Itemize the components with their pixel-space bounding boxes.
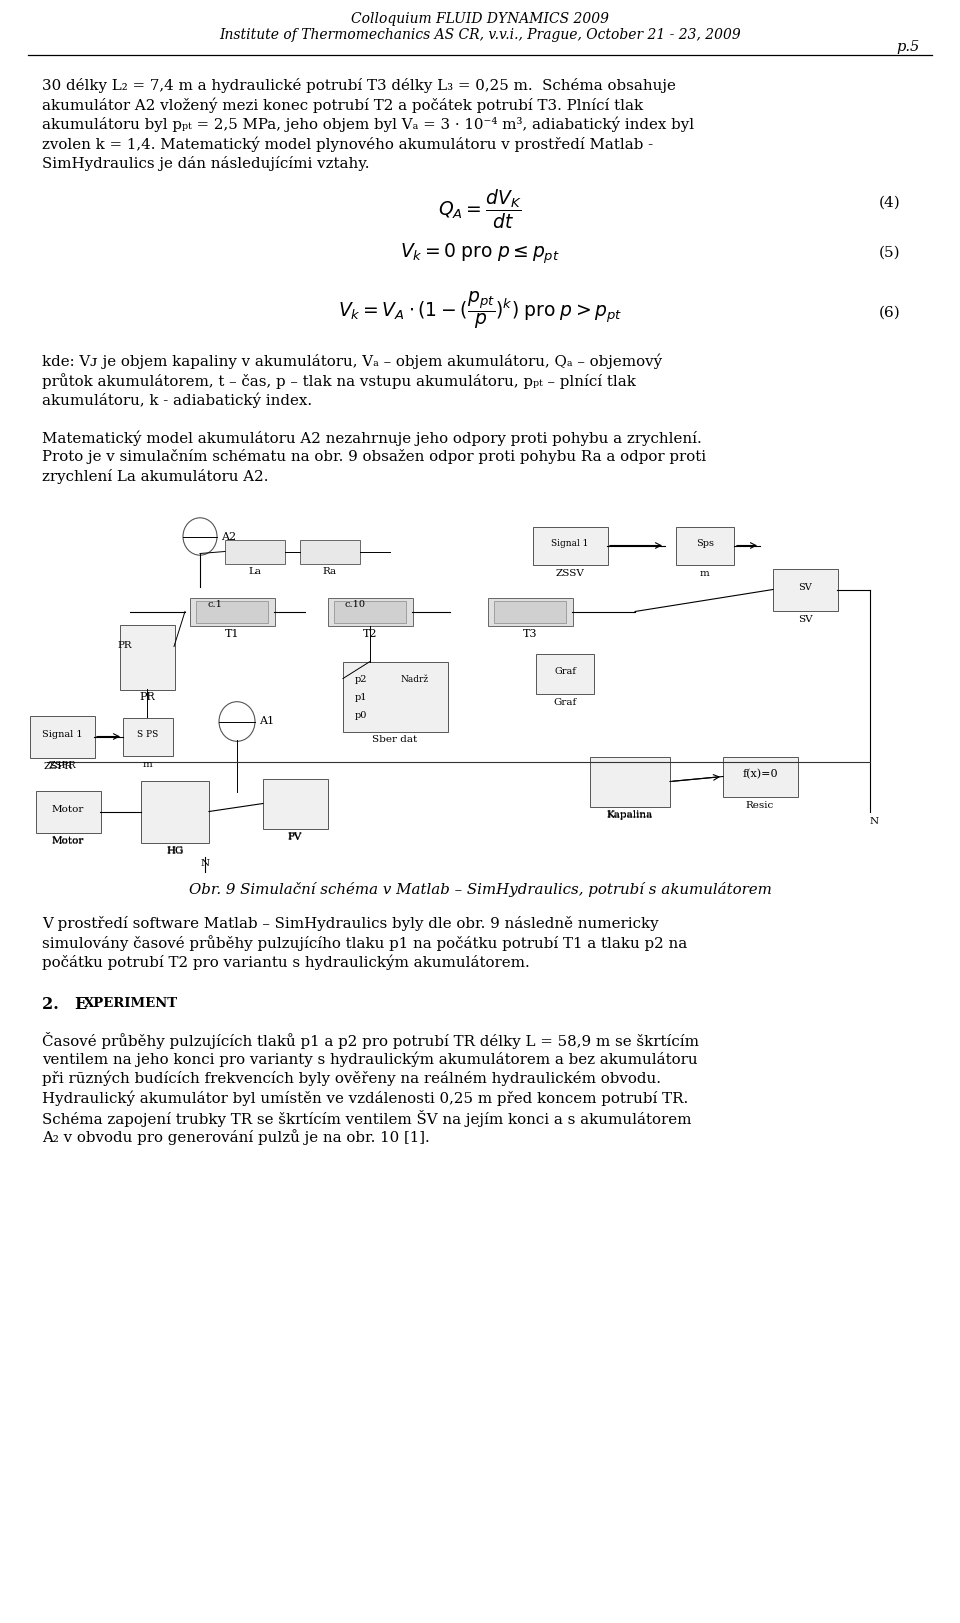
Bar: [123, 717, 173, 756]
Text: Kapalina: Kapalina: [607, 812, 653, 820]
Text: počátku potrubí T2 pro variantu s hydraulickým akumulátorem.: počátku potrubí T2 pro variantu s hydrau…: [42, 954, 530, 971]
Bar: [36, 790, 101, 833]
Text: Matematický model akumulátoru A2 nezahrnuje jeho odpory proti pohybu a zrychlení: Matematický model akumulátoru A2 nezahrn…: [42, 430, 702, 445]
Text: Hydraulický akumulátor byl umístěn ve vzdálenosti 0,25 m před koncem potrubí TR.: Hydraulický akumulátor byl umístěn ve vz…: [42, 1089, 688, 1105]
Bar: [300, 540, 360, 565]
Text: XPERIMENT: XPERIMENT: [84, 997, 179, 1010]
Text: PR: PR: [139, 691, 155, 703]
Text: (4): (4): [878, 195, 900, 209]
Text: 30 délky L₂ = 7,4 m a hydraulické potrubí T3 délky L₃ = 0,25 m.  Schéma obsahuje: 30 délky L₂ = 7,4 m a hydraulické potrub…: [42, 78, 676, 93]
Text: Sber dat: Sber dat: [372, 735, 418, 743]
Text: S PS: S PS: [137, 730, 158, 738]
Text: zvolen k = 1,4. Matematický model plynového akumulátoru v prostředí Matlab -: zvolen k = 1,4. Matematický model plynov…: [42, 136, 653, 153]
Bar: [533, 527, 608, 565]
Text: SV: SV: [798, 583, 812, 592]
Text: (6): (6): [878, 305, 900, 320]
Text: Nadrž: Nadrž: [400, 675, 428, 683]
Text: $V_k = 0 \; \mathrm{pro} \; p \leq p_{pt}$: $V_k = 0 \; \mathrm{pro} \; p \leq p_{pt…: [400, 242, 560, 266]
Text: ZSPR: ZSPR: [48, 761, 76, 769]
Text: $V_k = V_A \cdot (1 - (\dfrac{p_{pt}}{p})^k) \; \mathrm{pro} \; p > p_{pt}$: $V_k = V_A \cdot (1 - (\dfrac{p_{pt}}{p}…: [338, 289, 622, 331]
Text: Graf: Graf: [554, 667, 576, 675]
Text: ZSSV: ZSSV: [556, 570, 585, 578]
Text: A₂ v obvodu pro generování pulzů je na obr. 10 [1].: A₂ v obvodu pro generování pulzů je na o…: [42, 1130, 430, 1144]
Text: Ra: Ra: [323, 566, 337, 576]
Text: Motor: Motor: [52, 805, 84, 813]
Text: p1: p1: [355, 693, 368, 701]
Text: PR: PR: [117, 641, 132, 649]
Bar: [225, 540, 285, 565]
Text: Motor: Motor: [52, 837, 84, 846]
Text: Signal 1: Signal 1: [41, 730, 83, 738]
Text: N: N: [201, 859, 209, 868]
Text: Graf: Graf: [553, 698, 577, 708]
Text: akumulátor A2 vložený mezi konec potrubí T2 a počátek potrubí T3. Plnící tlak: akumulátor A2 vložený mezi konec potrubí…: [42, 97, 643, 114]
Text: Sps: Sps: [696, 539, 714, 547]
Bar: [190, 599, 275, 626]
Text: akumulátoru, k - adiabatický index.: akumulátoru, k - adiabatický index.: [42, 393, 312, 407]
Text: c.10: c.10: [345, 601, 366, 609]
Bar: [141, 781, 209, 842]
Bar: [334, 601, 406, 623]
Text: Obr. 9 Simulační schéma v Matlab – SimHydraulics, potrubí s akumulátorem: Obr. 9 Simulační schéma v Matlab – SimHy…: [188, 881, 772, 898]
Text: SV: SV: [798, 615, 812, 625]
Text: c.1: c.1: [207, 601, 223, 609]
Text: při rūzných budících frekvencích byly ověřeny na reálném hydraulickém obvodu.: při rūzných budících frekvencích byly ov…: [42, 1070, 661, 1086]
Text: V prostředí software Matlab – SimHydraulics byly dle obr. 9 následně numericky: V prostředí software Matlab – SimHydraul…: [42, 915, 659, 930]
Text: m: m: [143, 760, 153, 769]
Text: f(x)=0: f(x)=0: [742, 769, 778, 779]
Bar: [723, 756, 798, 797]
Text: 2.: 2.: [42, 997, 64, 1013]
Bar: [196, 601, 268, 623]
Text: zrychlení La akumulátoru A2.: zrychlení La akumulátoru A2.: [42, 469, 269, 484]
Text: A2: A2: [221, 531, 236, 540]
Text: m: m: [700, 570, 709, 578]
Text: kde: Vᴊ je objem kapaliny v akumulátoru, Vₐ – objem akumulátoru, Qₐ – objemový: kde: Vᴊ je objem kapaliny v akumulátoru,…: [42, 354, 662, 368]
Text: Colloquium FLUID DYNAMICS 2009: Colloquium FLUID DYNAMICS 2009: [351, 11, 609, 26]
Text: PV: PV: [288, 833, 302, 842]
Text: HG: HG: [166, 846, 183, 855]
Text: Signal 1: Signal 1: [551, 539, 588, 547]
Bar: [30, 716, 95, 758]
Bar: [263, 779, 328, 829]
Bar: [773, 570, 838, 612]
Text: ventilem na jeho konci pro varianty s hydraulickým akumulátorem a bez akumulátor: ventilem na jeho konci pro varianty s hy…: [42, 1050, 698, 1066]
Text: simulovány časové průběhy pulzujícího tlaku p1 na počátku potrubí T1 a tlaku p2 : simulovány časové průběhy pulzujícího tl…: [42, 935, 687, 951]
Text: HG: HG: [166, 847, 183, 855]
Text: akumulátoru byl pₚₜ = 2,5 MPa, jeho objem byl Vₐ = 3 · 10⁻⁴ m³, adiabatický inde: akumulátoru byl pₚₜ = 2,5 MPa, jeho obje…: [42, 117, 694, 133]
Bar: [343, 662, 448, 732]
Text: PV: PV: [288, 833, 302, 841]
Bar: [590, 756, 670, 807]
Text: Časové průběhy pulzujících tlaků p1 a p2 pro potrubí TR délky L = 58,9 m se škrt: Časové průběhy pulzujících tlaků p1 a p2…: [42, 1031, 699, 1048]
Bar: [488, 599, 573, 626]
Text: T2: T2: [363, 630, 377, 639]
Ellipse shape: [219, 703, 255, 742]
Text: La: La: [249, 566, 261, 576]
Text: A1: A1: [259, 716, 275, 725]
Text: (5): (5): [878, 245, 900, 260]
Text: N: N: [870, 816, 879, 826]
Text: Resic: Resic: [746, 802, 774, 810]
Bar: [536, 654, 594, 695]
Text: T1: T1: [225, 630, 239, 639]
Text: Kapalina: Kapalina: [607, 810, 653, 820]
Text: průtok akumulátorem, t – čas, p – tlak na vstupu akumulátoru, pₚₜ – plnící tlak: průtok akumulátorem, t – čas, p – tlak n…: [42, 373, 636, 388]
Text: ZSPR: ZSPR: [43, 763, 73, 771]
Ellipse shape: [183, 518, 217, 555]
Text: Motor: Motor: [52, 836, 84, 846]
Text: E: E: [74, 997, 86, 1013]
Bar: [120, 625, 175, 690]
Text: Schéma zapojení trubky TR se škrtícím ventilem ŠV na jejím konci a s akumulátore: Schéma zapojení trubky TR se škrtícím ve…: [42, 1109, 691, 1126]
Text: Proto je v simulačním schématu na obr. 9 obsažen odpor proti pohybu Ra a odpor p: Proto je v simulačním schématu na obr. 9…: [42, 450, 707, 464]
Bar: [328, 599, 413, 626]
Text: p2: p2: [355, 675, 368, 683]
Text: p.5: p.5: [897, 41, 920, 54]
Text: Institute of Thermomechanics AS CR, v.v.i., Prague, October 21 - 23, 2009: Institute of Thermomechanics AS CR, v.v.…: [219, 28, 741, 42]
Text: $Q_A = \dfrac{dV_K}{dt}$: $Q_A = \dfrac{dV_K}{dt}$: [439, 187, 521, 230]
Bar: [494, 601, 566, 623]
Bar: [676, 527, 734, 565]
Text: T3: T3: [523, 630, 538, 639]
Text: p0: p0: [355, 711, 368, 719]
Text: SimHydraulics je dán následujícími vztahy.: SimHydraulics je dán následujícími vztah…: [42, 156, 370, 170]
